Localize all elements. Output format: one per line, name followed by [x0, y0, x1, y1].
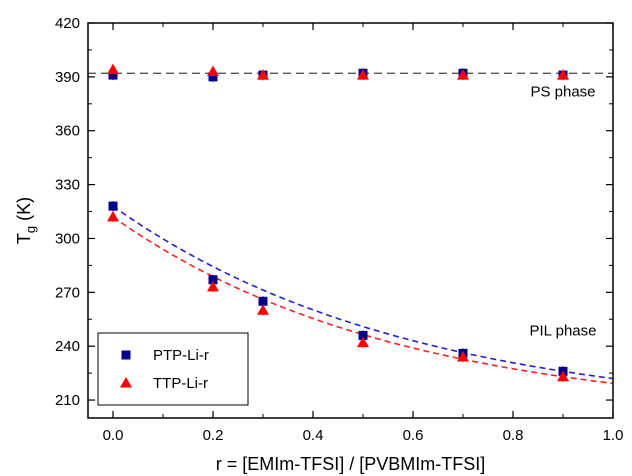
legend-label: TTP-Li-r: [153, 375, 208, 392]
ttp-data-point: [357, 336, 369, 348]
x-axis-label: r = [EMIm-TFSI] / [PVBMIm-TFSI]: [216, 454, 486, 474]
x-tick-label: 1.0: [603, 427, 624, 444]
ptp-data-point: [208, 72, 218, 82]
legend-marker: [121, 350, 131, 360]
ttp-data-point: [107, 63, 119, 75]
x-tick-label: 0.8: [503, 427, 524, 444]
fit-curves: [112, 205, 614, 385]
ptp-data-point: [258, 296, 268, 306]
legend: PTP-Li-r TTP-Li-r: [97, 332, 249, 406]
fit-curve: [112, 205, 614, 380]
x-tick-label: 0.6: [403, 427, 424, 444]
y-tick-label: 420: [55, 15, 80, 32]
y-tick-label: 240: [55, 338, 80, 355]
ptp-data-point: [358, 330, 368, 340]
annotations: PS phase PIL phase: [530, 84, 597, 340]
y-axis-label-main: T: [14, 233, 34, 244]
tick-labels: 0.0 0.2 0.4 0.6 0.8 1.0 210 240 270 300 330 360 390 4…: [55, 15, 623, 444]
legend-box: [97, 332, 249, 406]
x-tick-label: 0.2: [203, 427, 224, 444]
ptp-data-point: [108, 201, 118, 211]
x-tick-label: 0.4: [303, 427, 324, 444]
ttp-data-point: [457, 350, 469, 362]
y-tick-label: 330: [55, 177, 80, 194]
phase-annotation: PS phase: [530, 84, 595, 101]
ttp-data-point: [557, 370, 569, 382]
y-axis-label-unit: (K): [14, 197, 34, 226]
y-tick-label: 390: [55, 69, 80, 86]
x-tick-label: 0.0: [103, 427, 124, 444]
y-tick-label: 300: [55, 230, 80, 247]
ptp-data-point: [208, 275, 218, 285]
ttp-data-point: [107, 210, 119, 222]
y-tick-label: 210: [55, 392, 80, 409]
y-tick-label: 360: [55, 123, 80, 140]
data-points: [107, 63, 569, 382]
plot-frame: [87, 22, 614, 419]
y-axis-label-sub: g: [23, 226, 38, 233]
ttp-data-point: [257, 304, 269, 315]
ttp-data-point: [357, 69, 369, 80]
ttp-data-point: [557, 69, 569, 80]
ptp-data-point: [108, 70, 118, 80]
ttp-data-point: [207, 65, 219, 76]
y-tick-label: 270: [55, 284, 80, 301]
phase-annotation: PIL phase: [530, 322, 597, 339]
ttp-data-point: [457, 69, 469, 80]
y-axis-label: Tg (K): [14, 197, 38, 244]
legend-label: PTP-Li-r: [153, 347, 209, 364]
legend-marker: [120, 377, 132, 388]
ttp-data-point: [207, 280, 219, 292]
ttp-data-point: [257, 69, 269, 80]
